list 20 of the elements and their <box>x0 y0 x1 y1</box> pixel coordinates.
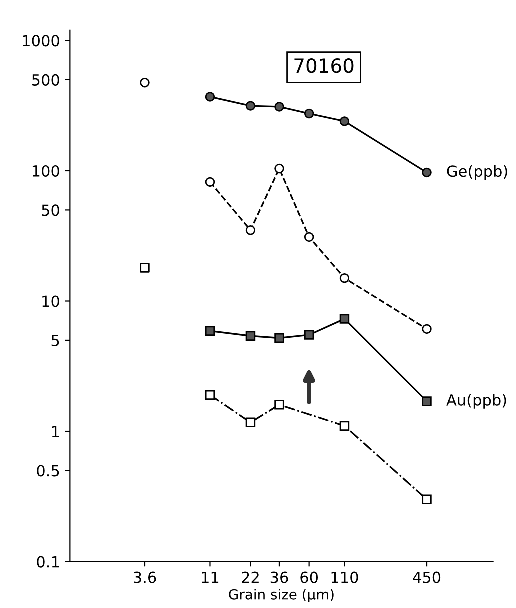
x-tick-label: 60 <box>300 572 318 584</box>
x-tick-label: 36 <box>270 572 288 584</box>
y-tick-label: 0.1 <box>37 556 60 568</box>
x-axis-title: Grain size (μm) <box>229 589 334 603</box>
y-tick-label: 500 <box>32 74 60 86</box>
y-tick-label: 5 <box>52 335 60 346</box>
y-tick-label: 10 <box>42 296 60 308</box>
annotation: Au(ppb) <box>446 394 506 409</box>
x-tick-label: 11 <box>202 572 219 584</box>
y-tick-label: 1000 <box>23 35 60 47</box>
x-tick-label: 22 <box>242 572 259 584</box>
y-tick-label: 100 <box>32 165 60 178</box>
y-tick-label: 0.5 <box>37 465 60 477</box>
y-tick-label: 1 <box>52 426 60 438</box>
x-tick-label: 110 <box>332 572 358 584</box>
y-tick-label: 50 <box>42 204 60 216</box>
x-tick-label: 3.6 <box>134 572 156 584</box>
x-tick-label: 450 <box>413 572 441 584</box>
annotation: Ge(ppb) <box>447 165 508 180</box>
text: 70160 <box>294 58 354 74</box>
